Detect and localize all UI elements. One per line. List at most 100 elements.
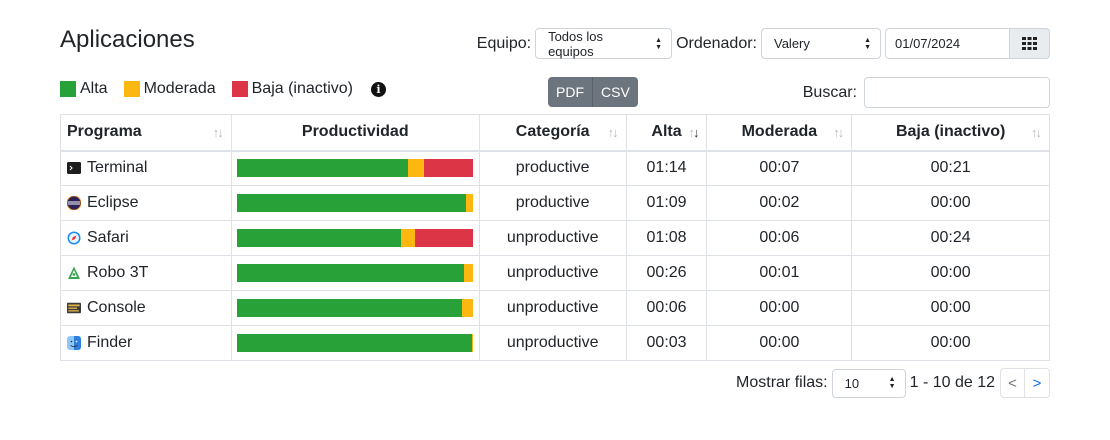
column-header-baja[interactable]: Baja (inactivo) ↑↓ <box>851 114 1050 152</box>
computer-label: Ordenador: <box>676 34 757 52</box>
baja-cell: 00:00 <box>851 185 1050 221</box>
team-label: Equipo: <box>476 34 532 52</box>
computer-select[interactable]: Valery ▲ ▼ <box>761 28 881 59</box>
alta-cell: 01:09 <box>625 185 708 221</box>
calendar-button[interactable] <box>1010 28 1050 59</box>
category-cell: productive <box>478 185 627 221</box>
table-row: Console unproductive 00:06 00:00 00:00 <box>60 290 1050 326</box>
bar-segment-moderada <box>400 229 415 247</box>
robo3t-icon <box>67 266 81 280</box>
bar-segment-alta <box>236 194 467 212</box>
sort-desc-icon: ↑↓ <box>688 125 699 140</box>
team-select-value: Todos los equipos <box>548 28 603 59</box>
productivity-bar <box>236 334 473 352</box>
moderada-cell: 00:00 <box>706 290 853 326</box>
productivity-bar <box>236 299 473 317</box>
table-row: Finder unproductive 00:03 00:00 00:00 <box>60 325 1050 361</box>
bar-segment-alta <box>236 264 465 282</box>
legend-item-baja: Baja (inactivo) <box>231 80 353 98</box>
bar-segment-moderada <box>462 299 473 317</box>
bar-segment-alta <box>236 334 472 352</box>
csv-button[interactable]: CSV <box>592 77 638 107</box>
bar-segment-alta <box>236 299 463 317</box>
legend-label: Alta <box>80 80 108 97</box>
bar-segment-moderada <box>407 159 425 178</box>
productivity-bar <box>236 194 473 212</box>
rows-per-page-label: Mostrar filas: <box>736 374 828 391</box>
sort-icon: ↑↓ <box>212 125 224 140</box>
category-cell: productive <box>478 150 627 186</box>
date-input[interactable]: 01/07/2024 <box>885 28 1010 59</box>
previous-page-button[interactable]: < <box>1000 368 1025 398</box>
search-area: Buscar: <box>803 77 1050 108</box>
column-header-alta[interactable]: Alta ↑↓ <box>625 114 708 152</box>
select-arrows-icon: ▲ ▼ <box>888 376 896 390</box>
program-name: Robo 3T <box>87 264 149 281</box>
grid-calendar-icon <box>1022 37 1037 50</box>
bar-segment-baja <box>424 159 473 178</box>
bar-segment-alta <box>236 159 408 178</box>
filter-controls: Equipo: Todos los equipos ▲ ▼ Ordenador: … <box>477 28 1050 59</box>
category-cell: unproductive <box>478 290 627 326</box>
productivity-bar <box>236 159 473 178</box>
program-name: Terminal <box>87 159 148 177</box>
moderada-cell: 00:02 <box>706 185 853 221</box>
sort-icon: ↑↓ <box>833 125 844 140</box>
legend-item-alta: Alta <box>60 80 108 98</box>
bar-segment-moderada <box>471 334 473 352</box>
baja-cell: 00:00 <box>851 255 1050 291</box>
safari-icon <box>67 231 81 245</box>
table-header-row: Programa ↑↓ Productividad Categoría ↑↓ Alt… <box>60 114 1050 152</box>
baja-cell: 00:00 <box>851 290 1050 326</box>
table-row: Robo 3T unproductive 00:26 00:01 00:00 <box>60 255 1050 291</box>
search-input[interactable] <box>864 77 1050 108</box>
bar-segment-alta <box>236 229 401 247</box>
baja-cell: 00:24 <box>851 220 1050 256</box>
alta-cell: 01:14 <box>625 150 708 186</box>
sort-icon: ↑↓ <box>1031 125 1042 140</box>
category-cell: unproductive <box>478 325 627 361</box>
rows-per-page-value: 10 <box>844 375 860 391</box>
category-cell: unproductive <box>478 220 627 256</box>
export-button-group: PDF CSV <box>548 77 638 107</box>
sort-icon: ↑↓ <box>607 125 619 140</box>
baja-cell: 00:00 <box>851 325 1050 361</box>
column-header-categoria[interactable]: Categoría ↑↓ <box>478 114 627 152</box>
program-name: Finder <box>87 334 133 351</box>
pdf-button[interactable]: PDF <box>548 77 592 107</box>
productivity-bar <box>236 229 473 247</box>
rows-per-page-select[interactable]: 10 ▲ ▼ <box>831 368 906 398</box>
alta-cell: 00:03 <box>625 325 708 361</box>
productivity-legend: Alta Moderada Baja (inactivo) i <box>60 80 386 98</box>
console-icon <box>67 301 81 315</box>
column-header-programa[interactable]: Programa ↑↓ <box>60 114 232 152</box>
legend-swatch-moderada <box>123 81 140 97</box>
info-icon[interactable]: i <box>371 81 386 97</box>
eclipse-icon <box>67 196 81 210</box>
table-row: Eclipse productive 01:09 00:02 00:00 <box>60 185 1050 221</box>
column-header-moderada[interactable]: Moderada ↑↓ <box>706 114 853 152</box>
program-name: Eclipse <box>87 194 139 211</box>
program-name: Console <box>87 299 146 316</box>
alta-cell: 01:08 <box>625 220 708 256</box>
table-row: Terminal productive 01:14 00:07 00:21 <box>60 150 1050 186</box>
column-header-productividad: Productividad <box>230 114 480 152</box>
select-arrows-icon: ▲ ▼ <box>655 36 663 51</box>
next-page-button[interactable]: > <box>1025 368 1050 398</box>
pagination: Mostrar filas: 10 ▲ ▼ 1 - 10 de 12 < > <box>736 368 1050 398</box>
moderada-cell: 00:00 <box>706 325 853 361</box>
page-title: Aplicaciones <box>60 26 195 53</box>
moderada-cell: 00:07 <box>706 150 853 186</box>
legend-swatch-baja <box>231 81 248 97</box>
program-name: Safari <box>87 229 129 246</box>
bar-segment-moderada <box>466 194 473 212</box>
page-range: 1 - 10 de 12 <box>909 374 995 391</box>
search-label: Buscar: <box>802 83 857 101</box>
team-select[interactable]: Todos los equipos ▲ ▼ <box>535 28 673 59</box>
legend-item-moderada: Moderada <box>123 80 216 98</box>
moderada-cell: 00:01 <box>706 255 853 291</box>
applications-table: Programa ↑↓ Productividad Categoría ↑↓ Alt… <box>60 114 1050 361</box>
bar-segment-baja <box>414 229 473 247</box>
baja-cell: 00:21 <box>851 150 1050 186</box>
legend-swatch-alta <box>60 81 76 97</box>
